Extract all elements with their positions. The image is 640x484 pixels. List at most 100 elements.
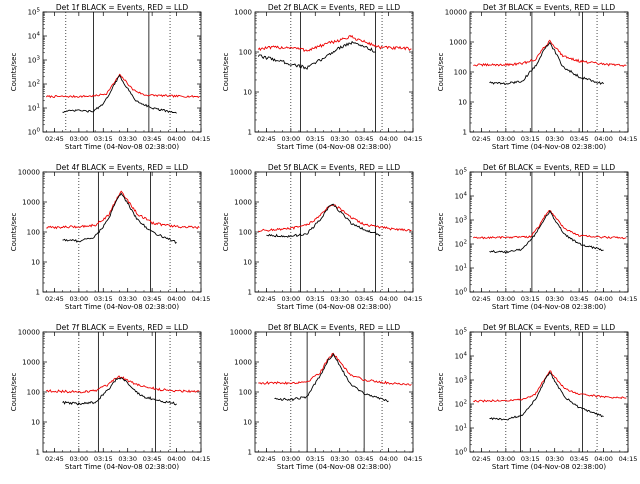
chart-panel-8: Det 8f BLACK = Events, RED = LLD 1 10 100 10… [222,323,422,471]
x-tick-label: 04:15 [404,295,423,303]
x-tick-label: 02:45 [472,135,491,143]
y-tick-label: 1 [248,289,252,297]
chart-title: Det 2f BLACK = Events, RED = LLD [268,3,401,12]
x-tick-label: 03:15 [94,295,113,303]
x-tick-label: 03:15 [306,455,325,463]
y-tick-label: 1 [36,289,40,297]
x-tick-label: 03:00 [281,135,300,143]
series-line-events [266,203,381,238]
plot-frame [469,331,629,453]
x-tick-label: 02:45 [257,455,276,463]
series-line-events [62,192,177,244]
y-axis-label: Counts/sec [437,213,445,252]
y-tick-label: 100 [454,69,467,77]
x-tick-label: 03:45 [143,135,162,143]
x-tick-label: 04:00 [594,295,613,303]
x-tick-label: 03:45 [570,455,589,463]
x-tick-label: 03:00 [496,455,515,463]
y-tick-label: 102 [455,400,467,409]
chart-title: Det 9f BLACK = Events, RED = LLD [483,323,616,332]
x-tick-label: 03:45 [570,135,589,143]
x-tick-label: 03:30 [545,295,564,303]
chart-title: Det 3f BLACK = Events, RED = LLD [483,3,616,12]
y-tick-label: 104 [28,32,41,41]
y-tick-label: 1 [36,449,40,457]
x-tick-label: 03:30 [118,455,137,463]
plot-frame [469,11,629,133]
y-tick-label: 100 [27,229,40,237]
x-tick-label: 03:00 [69,295,88,303]
chart-title: Det 6f BLACK = Events, RED = LLD [483,163,616,172]
series-line-events [274,353,389,403]
y-tick-label: 10 [243,89,252,97]
y-tick-label: 100 [239,389,252,397]
x-tick-label: 03:15 [521,455,540,463]
x-tick-label: 04:00 [167,135,186,143]
chart-panel-1: Det 1f BLACK = Events, RED = LLD 100 101 10… [10,3,210,151]
x-tick-label: 04:15 [192,135,211,143]
x-tick-label: 03:15 [94,455,113,463]
x-tick-label: 03:00 [496,135,515,143]
series-line-events [489,210,604,255]
series-line-lld [258,204,412,233]
x-tick-label: 04:00 [594,455,613,463]
plot-frame [254,11,414,133]
x-tick-label: 03:30 [118,135,137,143]
x-axis-label: Start Time (04-Nov-08 02:38:00) [65,143,179,151]
x-axis-label: Start Time (04-Nov-08 02:38:00) [277,463,391,471]
y-axis-label: Counts/sec [222,373,230,412]
x-tick-label: 04:15 [192,455,211,463]
y-tick-label: 105 [455,328,468,337]
y-tick-label: 100 [28,128,41,137]
series-line-lld [258,352,412,386]
y-tick-label: 10000 [230,329,252,337]
y-tick-label: 1000 [449,39,467,47]
y-tick-label: 101 [455,424,467,433]
chart-title: Det 7f BLACK = Events, RED = LLD [56,323,189,332]
y-axis-label: Counts/sec [437,53,445,92]
x-tick-label: 03:30 [545,135,564,143]
series-line-lld [45,73,200,99]
y-axis-label: Counts/sec [10,53,18,92]
series-line-events [62,377,177,406]
y-tick-label: 100 [455,288,468,297]
y-tick-label: 105 [28,8,41,17]
y-tick-label: 1 [248,129,252,137]
x-tick-label: 04:00 [594,135,613,143]
x-tick-label: 02:45 [257,135,276,143]
x-tick-label: 03:15 [306,135,325,143]
plot-frame [254,331,414,453]
x-axis-label: Start Time (04-Nov-08 02:38:00) [65,303,179,311]
y-tick-label: 10 [458,99,467,107]
chart-title: Det 4f BLACK = Events, RED = LLD [56,163,189,172]
x-tick-label: 04:15 [404,135,423,143]
x-axis-label: Start Time (04-Nov-08 02:38:00) [492,303,606,311]
series-line-lld [473,39,627,68]
y-tick-label: 103 [455,376,468,385]
chart-panel-6: Det 6f BLACK = Events, RED = LLD 100 101 10… [437,163,637,311]
y-tick-label: 102 [455,240,467,249]
x-tick-label: 04:00 [167,295,186,303]
x-tick-label: 03:00 [281,295,300,303]
plot-frame [469,171,629,293]
chart-panel-7: Det 7f BLACK = Events, RED = LLD 1 10 100 10… [10,323,210,471]
x-tick-label: 03:00 [281,455,300,463]
x-axis-label: Start Time (04-Nov-08 02:38:00) [492,463,606,471]
y-tick-label: 102 [28,80,40,89]
x-tick-label: 03:00 [496,295,515,303]
x-tick-label: 03:30 [330,455,349,463]
plot-frame [254,171,414,293]
y-axis-label: Counts/sec [222,213,230,252]
x-tick-label: 02:45 [257,295,276,303]
x-tick-label: 03:30 [330,135,349,143]
y-tick-label: 100 [455,448,468,457]
x-tick-label: 04:00 [379,455,398,463]
y-tick-label: 10000 [18,329,40,337]
x-tick-label: 04:15 [619,135,638,143]
x-tick-label: 04:00 [379,135,398,143]
x-tick-label: 03:30 [545,455,564,463]
chart-title: Det 8f BLACK = Events, RED = LLD [268,323,401,332]
x-tick-label: 03:15 [306,295,325,303]
y-axis-label: Counts/sec [222,53,230,92]
